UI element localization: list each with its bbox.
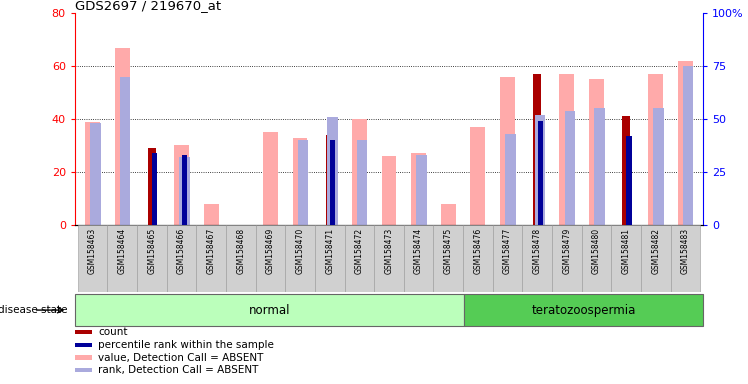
Bar [180,157,190,225]
Bar [589,79,604,225]
Text: GSM158480: GSM158480 [592,228,601,274]
Text: GSM158473: GSM158473 [384,228,393,274]
Bar [315,225,345,292]
Bar [345,225,374,292]
Bar [522,225,552,292]
Bar [91,123,101,225]
Text: percentile rank within the sample: percentile rank within the sample [98,340,275,350]
Bar [683,66,693,225]
Bar [263,132,278,225]
Text: GSM158475: GSM158475 [444,228,453,274]
Bar [433,225,463,292]
Text: disease state: disease state [0,305,67,315]
FancyBboxPatch shape [75,294,464,326]
Bar [552,225,582,292]
Bar [226,225,256,292]
Bar [137,225,167,292]
Bar [196,225,226,292]
Bar [153,153,157,225]
Text: rank, Detection Call = ABSENT: rank, Detection Call = ABSENT [98,365,259,375]
Bar [357,140,367,225]
Bar [326,135,334,225]
FancyBboxPatch shape [464,294,703,326]
Bar [292,137,307,225]
Bar [285,225,315,292]
Text: GSM158466: GSM158466 [177,228,186,274]
Bar [582,225,611,292]
Bar [594,109,604,225]
Bar [328,117,338,225]
Bar [538,121,543,225]
Bar [500,77,515,225]
Bar [611,225,641,292]
Bar [78,225,108,292]
Text: GSM158469: GSM158469 [266,228,275,274]
Bar [678,61,693,225]
Bar [470,127,485,225]
Text: GSM158468: GSM158468 [236,228,245,274]
Bar [417,155,427,225]
Bar [85,122,100,225]
Text: count: count [98,327,128,337]
Bar [148,148,156,225]
Bar [330,140,335,225]
Bar [560,74,574,225]
Bar [535,115,545,225]
Bar [108,225,137,292]
Bar [374,225,404,292]
Text: GDS2697 / 219670_at: GDS2697 / 219670_at [75,0,221,12]
Bar [352,119,367,225]
Text: GSM158465: GSM158465 [147,228,156,274]
Bar [182,155,187,225]
Bar [641,225,670,292]
Bar [174,146,189,225]
Bar [622,116,630,225]
Text: GSM158463: GSM158463 [88,228,97,274]
Text: GSM158472: GSM158472 [355,228,364,274]
Text: GSM158482: GSM158482 [652,228,660,274]
Text: GSM158474: GSM158474 [414,228,423,274]
Text: GSM158481: GSM158481 [622,228,631,274]
Bar [493,225,522,292]
Bar [256,225,285,292]
Bar [381,156,396,225]
Text: GSM158464: GSM158464 [117,228,126,274]
Bar [654,109,664,225]
Text: GSM158479: GSM158479 [562,228,571,274]
Text: GSM158483: GSM158483 [681,228,690,274]
Bar [649,74,663,225]
Bar [626,136,631,225]
Text: GSM158471: GSM158471 [325,228,334,274]
Text: normal: normal [248,304,290,316]
Bar [298,140,308,225]
Bar [114,48,129,225]
Bar [404,225,433,292]
Bar [670,225,700,292]
Bar [506,134,515,225]
Text: teratozoospermia: teratozoospermia [531,304,636,316]
Bar [167,225,196,292]
Bar [533,74,541,225]
Text: GSM158470: GSM158470 [295,228,304,274]
Bar [565,111,575,225]
Text: GSM158476: GSM158476 [473,228,482,274]
Bar [441,204,456,225]
Text: value, Detection Call = ABSENT: value, Detection Call = ABSENT [98,353,263,362]
Bar [463,225,493,292]
Text: GSM158467: GSM158467 [206,228,215,274]
Bar [203,204,218,225]
Bar [411,153,426,225]
Bar [120,77,130,225]
Text: GSM158477: GSM158477 [503,228,512,274]
Text: GSM158478: GSM158478 [533,228,542,274]
